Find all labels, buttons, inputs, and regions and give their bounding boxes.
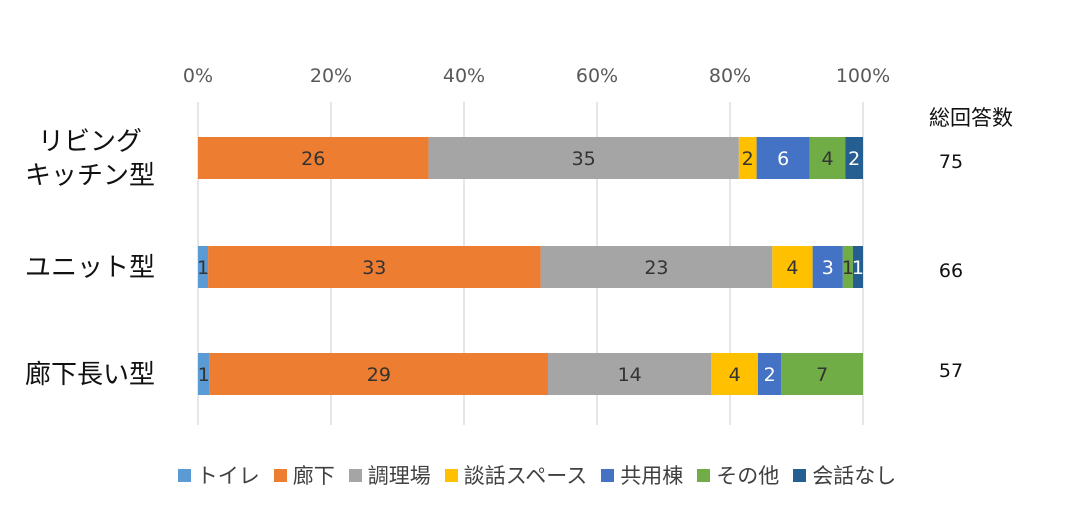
data-label: 2 — [742, 148, 754, 170]
legend-swatch — [793, 468, 807, 482]
legend-label: 調理場 — [367, 464, 431, 488]
bar-segment — [711, 353, 758, 395]
legend-label: 共用棟 — [620, 464, 684, 488]
bar-segment — [540, 246, 773, 288]
data-label: 7 — [816, 364, 828, 386]
category-label: リビング — [38, 127, 142, 157]
legend-item: 共用棟 — [601, 460, 683, 490]
bar-segment — [756, 137, 810, 179]
data-label: 4 — [786, 257, 798, 279]
data-label: 1 — [842, 257, 854, 279]
data-label: 2 — [848, 148, 860, 170]
legend-label: 会話なし — [812, 464, 897, 488]
data-label: 1 — [852, 257, 864, 279]
bar-segment — [852, 246, 863, 288]
legend-swatch — [601, 468, 615, 482]
bar-segment — [198, 246, 209, 288]
total-value: 66 — [939, 260, 963, 282]
legend-item: 調理場 — [348, 460, 431, 490]
bar-segment — [845, 137, 863, 179]
bar-segment — [198, 137, 429, 179]
bar-segment — [842, 246, 853, 288]
x-tick-label: 40% — [443, 65, 485, 87]
data-label: 33 — [362, 257, 386, 279]
data-label: 1 — [197, 257, 209, 279]
totals-header: 総回答数 — [929, 106, 1013, 130]
bar-segment — [738, 137, 757, 179]
legend: トイレ 廊下 調理場 談話スペース 共用棟 その他 会話なし — [0, 458, 1074, 492]
legend-swatch — [177, 468, 191, 482]
bar-segment — [812, 246, 843, 288]
data-label: 3 — [822, 257, 834, 279]
legend-label: 談話スペース — [463, 464, 588, 488]
x-tick-label: 20% — [310, 65, 352, 87]
legend-swatch — [273, 468, 287, 482]
legend-item: 廊下 — [273, 460, 335, 490]
legend-item: その他 — [697, 460, 779, 490]
bar-segment — [781, 353, 863, 395]
bar-segment — [209, 353, 548, 395]
total-value: 75 — [939, 151, 963, 173]
x-tick-label: 80% — [709, 65, 751, 87]
legend-label: 廊下 — [292, 464, 335, 488]
bar-segment — [758, 353, 782, 395]
data-label: 2 — [764, 364, 776, 386]
legend-item: トイレ — [177, 460, 260, 490]
legend-item: 談話スペース — [444, 460, 588, 490]
total-value: 57 — [939, 360, 963, 382]
legend-swatch — [697, 468, 711, 482]
legend-swatch — [348, 468, 362, 482]
bar-segment — [809, 137, 846, 179]
legend-swatch — [444, 468, 458, 482]
bar-segment — [428, 137, 739, 179]
data-label: 35 — [572, 148, 596, 170]
bar-segment — [548, 353, 712, 395]
data-label: 4 — [729, 364, 741, 386]
bar-segment — [208, 246, 541, 288]
bar-segment — [772, 246, 813, 288]
data-label: 26 — [301, 148, 325, 170]
legend-label: トイレ — [196, 464, 260, 488]
data-label: 1 — [198, 364, 210, 386]
legend-label: その他 — [716, 464, 780, 488]
data-label: 6 — [777, 148, 789, 170]
x-tick-label: 100% — [836, 65, 890, 87]
data-label: 29 — [367, 364, 391, 386]
x-tick-label: 0% — [183, 65, 213, 87]
legend-item: 会話なし — [793, 460, 896, 490]
data-label: 23 — [644, 257, 668, 279]
category-label: 廊下長い型 — [25, 360, 155, 390]
category-label: キッチン型 — [25, 161, 155, 191]
x-tick-label: 60% — [576, 65, 618, 87]
bar-segment — [198, 353, 210, 395]
data-label: 14 — [618, 364, 642, 386]
category-label: ユニット型 — [25, 253, 155, 283]
data-label: 4 — [821, 148, 833, 170]
